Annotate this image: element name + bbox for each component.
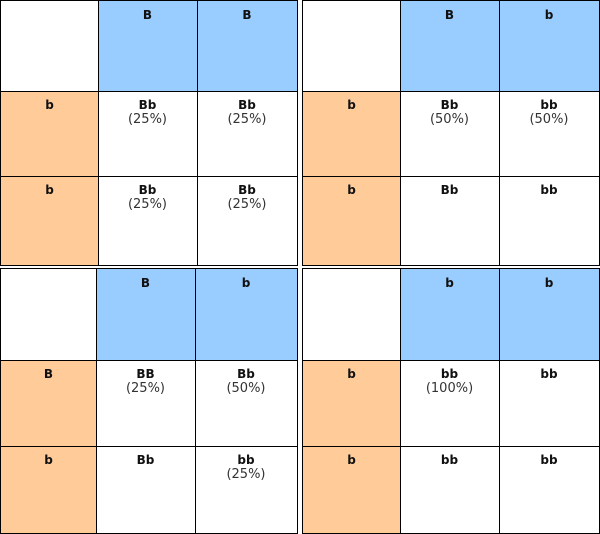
punnett-square-1: B B b b Bb (25%) Bb (25%) Bb (25%) Bb (25%) [0,0,298,266]
grid-line [195,269,196,533]
top-header-cell-2: b [195,269,297,360]
genotype-cell: Bb (25%) [98,176,197,265]
genotype-cell: bb [499,360,599,446]
genotype-cell: Bb (25%) [197,176,297,265]
grid-line [499,269,500,533]
allele-label: b [347,367,356,381]
left-header-cell-1: B [1,360,96,446]
genotype-label: bb [540,98,558,112]
genotype-cell: bb (100%) [400,360,499,446]
top-header-cell-2: b [499,269,599,360]
genotype-label: bb [540,367,558,381]
genotype-label: bb [440,367,459,381]
genotype-percentage: (25%) [125,381,166,396]
genotype-percentage: (50%) [529,112,569,127]
left-header-cell-2: b [303,446,400,533]
genotype-cell: Bb [400,176,499,265]
genotype-label: Bb [238,98,256,112]
left-header-cell-1: b [303,360,400,446]
genotype-cell: Bb (50%) [195,360,297,446]
genotype-cell: bb [499,446,599,533]
genotype-label: bb [440,453,459,467]
grid-line [1,176,297,177]
top-header-cell-1: B [98,1,197,91]
allele-label: B [140,276,151,290]
corner-cell [1,269,96,360]
grid-line [197,1,198,265]
top-header-cell-2: B [197,1,297,91]
corner-cell [303,1,400,91]
grid-line [400,1,401,265]
genotype-percentage: (100%) [425,381,474,396]
grid-line [303,446,599,447]
punnett-square-3: B b B b BB (25%) Bb (50%) Bb bb (25%) [0,268,298,534]
genotype-cell: bb (50%) [499,91,599,176]
genotype-label: bb [540,453,558,467]
corner-cell [303,269,400,360]
grid-line [1,446,297,447]
allele-label: B [242,8,252,22]
corner-cell [1,1,98,91]
grid-line [303,91,599,92]
grid-line [303,176,599,177]
grid-line [1,91,297,92]
allele-label: b [44,453,53,467]
left-header-cell-2: b [1,176,98,265]
left-header-cell-2: b [1,446,96,533]
genotype-label: bb [237,453,255,467]
genotype-percentage: (25%) [127,197,168,212]
genotype-label: bb [540,183,558,197]
allele-label: b [347,183,356,197]
genotype-label: Bb [138,183,157,197]
allele-label: b [347,98,356,112]
left-header-cell-1: b [303,91,400,176]
left-header-cell-1: b [1,91,98,176]
genotype-cell: Bb (25%) [197,91,297,176]
top-header-cell-1: B [400,1,499,91]
genotype-label: Bb [440,98,459,112]
genotype-percentage: (25%) [226,467,266,482]
genotype-label: Bb [136,453,155,467]
top-header-cell-1: b [400,269,499,360]
genotype-label: Bb [440,183,459,197]
genotype-label: Bb [138,98,157,112]
genotype-cell: bb [400,446,499,533]
genotype-cell: bb (25%) [195,446,297,533]
allele-label: b [445,276,454,290]
left-header-cell-2: b [303,176,400,265]
allele-label: b [45,183,54,197]
genotype-cell: bb [499,176,599,265]
genotype-label: Bb [237,367,255,381]
genotype-cell: Bb (25%) [98,91,197,176]
allele-label: b [347,453,356,467]
punnett-square-4: b b b b bb (100%) bb bb bb [302,268,600,534]
genotype-cell: Bb (50%) [400,91,499,176]
top-header-cell-1: B [96,269,195,360]
grid-line [98,1,99,265]
grid-line [499,1,500,265]
genotype-label: BB [136,367,155,381]
genotype-percentage: (50%) [429,112,470,127]
grid-line [1,360,297,361]
grid-line [303,360,599,361]
punnett-square-2: B b b b Bb (50%) bb (50%) Bb bb [302,0,600,266]
grid-line [400,269,401,533]
allele-label: B [43,367,54,381]
allele-label: B [142,8,153,22]
allele-label: b [544,8,554,22]
genotype-percentage: (50%) [226,381,266,396]
top-header-cell-2: b [499,1,599,91]
allele-label: b [45,98,54,112]
genotype-percentage: (25%) [227,197,267,212]
genotype-cell: BB (25%) [96,360,195,446]
allele-label: b [544,276,554,290]
genotype-percentage: (25%) [127,112,168,127]
allele-label: b [241,276,251,290]
genotype-label: Bb [238,183,256,197]
genotype-percentage: (25%) [227,112,267,127]
grid-line [96,269,97,533]
genotype-cell: Bb [96,446,195,533]
allele-label: B [444,8,455,22]
